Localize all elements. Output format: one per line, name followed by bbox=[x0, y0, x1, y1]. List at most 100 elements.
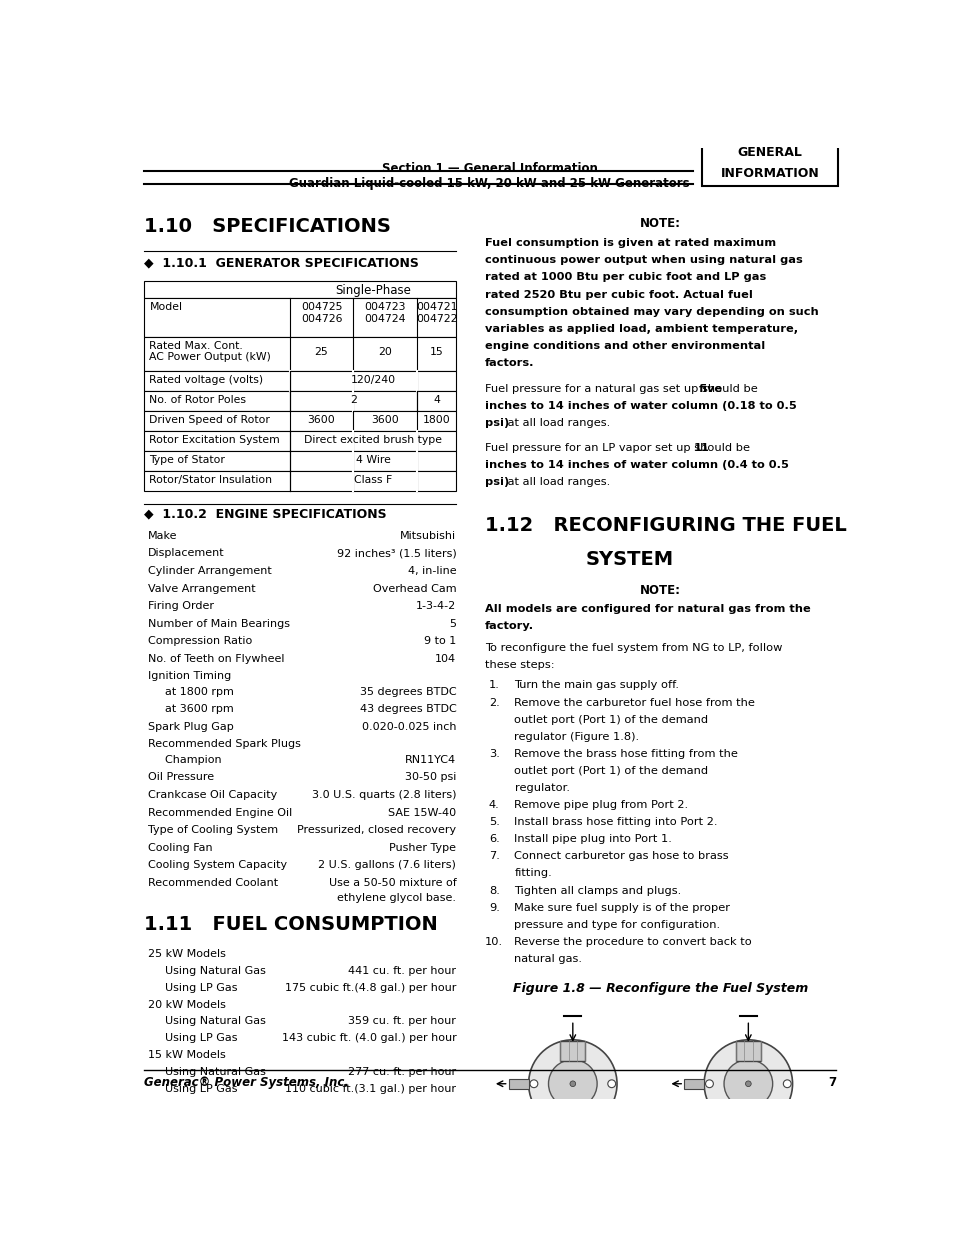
Text: Cooling System Capacity: Cooling System Capacity bbox=[148, 861, 287, 871]
Bar bbox=[144, 282, 456, 299]
Bar bbox=[144, 431, 456, 451]
Text: Class F: Class F bbox=[354, 474, 392, 484]
Text: consumption obtained may vary depending on such: consumption obtained may vary depending … bbox=[484, 306, 818, 316]
Circle shape bbox=[548, 1060, 597, 1108]
Text: NOTE:: NOTE: bbox=[639, 216, 680, 230]
Text: 9 to 1: 9 to 1 bbox=[424, 636, 456, 646]
Text: 3.0 U.S. quarts (2.8 liters): 3.0 U.S. quarts (2.8 liters) bbox=[312, 790, 456, 800]
Text: Rotor Excitation System: Rotor Excitation System bbox=[150, 435, 280, 445]
Text: 30-50 psi: 30-50 psi bbox=[405, 772, 456, 783]
Text: 43 degrees BTDC: 43 degrees BTDC bbox=[359, 704, 456, 714]
Text: All models are configured for natural gas from the: All models are configured for natural ga… bbox=[484, 604, 810, 614]
Text: Type of Cooling System: Type of Cooling System bbox=[148, 825, 277, 835]
Circle shape bbox=[703, 1040, 792, 1128]
Bar bbox=[144, 390, 456, 411]
Text: Single-Phase: Single-Phase bbox=[335, 284, 411, 298]
Text: Using LP Gas: Using LP Gas bbox=[158, 1034, 237, 1044]
Text: 0.020-0.025 inch: 0.020-0.025 inch bbox=[361, 722, 456, 732]
Text: ◆  1.10.2  ENGINE SPECIFICATIONS: ◆ 1.10.2 ENGINE SPECIFICATIONS bbox=[144, 508, 386, 521]
Text: Rotor/Stator Insulation: Rotor/Stator Insulation bbox=[150, 474, 273, 484]
Text: Mitsubishi: Mitsubishi bbox=[400, 531, 456, 541]
Text: Install brass hose fitting into Port 2.: Install brass hose fitting into Port 2. bbox=[514, 818, 718, 827]
Text: 35 degrees BTDC: 35 degrees BTDC bbox=[359, 687, 456, 697]
Text: Cylinder Arrangement: Cylinder Arrangement bbox=[148, 566, 272, 576]
Text: Using Natural Gas: Using Natural Gas bbox=[158, 1067, 266, 1077]
Circle shape bbox=[530, 1079, 537, 1088]
Text: Connect carburetor gas hose to brass: Connect carburetor gas hose to brass bbox=[514, 851, 728, 861]
Circle shape bbox=[782, 1079, 790, 1088]
Text: 25 kW Models: 25 kW Models bbox=[148, 948, 226, 958]
Bar bbox=[484, 1005, 835, 1174]
Circle shape bbox=[607, 1079, 615, 1088]
Text: 1.10   SPECIFICATIONS: 1.10 SPECIFICATIONS bbox=[144, 216, 391, 236]
Text: 7: 7 bbox=[827, 1076, 835, 1089]
Text: SAE 15W-40: SAE 15W-40 bbox=[388, 808, 456, 818]
Text: 1.12   RECONFIGURING THE FUEL: 1.12 RECONFIGURING THE FUEL bbox=[484, 516, 846, 535]
Text: Using LP Gas: Using LP Gas bbox=[158, 983, 237, 993]
Text: 3.: 3. bbox=[488, 748, 499, 758]
Text: Fuel pressure for a natural gas set up should be: Fuel pressure for a natural gas set up s… bbox=[484, 384, 760, 394]
Text: No. of Teeth on Flywheel: No. of Teeth on Flywheel bbox=[148, 653, 284, 663]
Circle shape bbox=[569, 1081, 575, 1087]
Text: engine conditions and other environmental: engine conditions and other environmenta… bbox=[484, 341, 764, 351]
Circle shape bbox=[744, 1081, 750, 1087]
Text: five: five bbox=[699, 384, 722, 394]
Text: Make: Make bbox=[148, 531, 177, 541]
Text: Figure 1.8 — Reconfigure the Fuel System: Figure 1.8 — Reconfigure the Fuel System bbox=[513, 982, 807, 995]
Text: Turn the main gas supply off.: Turn the main gas supply off. bbox=[514, 680, 679, 690]
Text: Remove the brass hose fitting from the: Remove the brass hose fitting from the bbox=[514, 748, 738, 758]
Text: Tighten all clamps and plugs.: Tighten all clamps and plugs. bbox=[514, 885, 681, 895]
Text: Cooling Fan: Cooling Fan bbox=[148, 842, 213, 852]
Text: 20: 20 bbox=[377, 347, 392, 357]
Text: 004723
004724: 004723 004724 bbox=[364, 303, 405, 324]
Text: 5.: 5. bbox=[488, 818, 499, 827]
Text: Pressurized, closed recovery: Pressurized, closed recovery bbox=[297, 825, 456, 835]
Text: outlet port (Port 1) of the demand: outlet port (Port 1) of the demand bbox=[514, 766, 708, 776]
Text: Using Natural Gas: Using Natural Gas bbox=[158, 966, 266, 976]
Text: Rated voltage (volts): Rated voltage (volts) bbox=[150, 374, 263, 384]
Text: 175 cubic ft.(4.8 gal.) per hour: 175 cubic ft.(4.8 gal.) per hour bbox=[285, 983, 456, 993]
Text: these steps:: these steps: bbox=[484, 659, 554, 669]
Text: at all load ranges.: at all load ranges. bbox=[503, 478, 610, 488]
Text: regulator.: regulator. bbox=[514, 783, 569, 793]
Circle shape bbox=[743, 1041, 752, 1049]
Text: Using Natural Gas: Using Natural Gas bbox=[158, 1016, 266, 1026]
Text: 2.: 2. bbox=[488, 698, 499, 708]
Text: To reconfigure the fuel system from NG to LP, follow: To reconfigure the fuel system from NG t… bbox=[484, 642, 781, 652]
Bar bbox=[144, 299, 456, 337]
Text: 2: 2 bbox=[350, 395, 356, 405]
Circle shape bbox=[568, 1119, 577, 1126]
Bar bbox=[144, 471, 456, 490]
Text: 4: 4 bbox=[433, 395, 439, 405]
Text: Type of Stator: Type of Stator bbox=[150, 454, 225, 464]
Text: Pusher Type: Pusher Type bbox=[389, 842, 456, 852]
Text: factors.: factors. bbox=[484, 358, 534, 368]
Text: Recommended Spark Plugs: Recommended Spark Plugs bbox=[148, 740, 300, 750]
Text: ethylene glycol base.: ethylene glycol base. bbox=[337, 893, 456, 903]
Text: 2 U.S. gallons (7.6 liters): 2 U.S. gallons (7.6 liters) bbox=[318, 861, 456, 871]
Text: 20 kW Models: 20 kW Models bbox=[148, 999, 226, 1009]
Text: at 1800 rpm: at 1800 rpm bbox=[158, 687, 233, 697]
Text: 3600: 3600 bbox=[371, 415, 398, 425]
Text: 15: 15 bbox=[429, 347, 443, 357]
Text: Recommended Engine Oil: Recommended Engine Oil bbox=[148, 808, 292, 818]
Text: Spark Plug Gap: Spark Plug Gap bbox=[148, 722, 233, 732]
Bar bbox=[701, 138, 837, 186]
Text: 92 inches³ (1.5 liters): 92 inches³ (1.5 liters) bbox=[336, 548, 456, 558]
Text: psi): psi) bbox=[484, 478, 509, 488]
Text: Reverse the procedure to convert back to: Reverse the procedure to convert back to bbox=[514, 937, 752, 947]
Text: 120/240: 120/240 bbox=[350, 374, 395, 384]
Text: 6.: 6. bbox=[488, 835, 499, 845]
Text: 1-3-4-2: 1-3-4-2 bbox=[416, 601, 456, 611]
Text: SYSTEM: SYSTEM bbox=[585, 550, 673, 569]
Text: Driven Speed of Rotor: Driven Speed of Rotor bbox=[150, 415, 270, 425]
Text: Displacement: Displacement bbox=[148, 548, 224, 558]
Text: Remove pipe plug from Port 2.: Remove pipe plug from Port 2. bbox=[514, 800, 688, 810]
Text: Oil Pressure: Oil Pressure bbox=[148, 772, 213, 783]
Text: ◆  1.10.1  GENERATOR SPECIFICATIONS: ◆ 1.10.1 GENERATOR SPECIFICATIONS bbox=[144, 257, 418, 269]
Text: 7.: 7. bbox=[488, 851, 499, 861]
Text: natural gas.: natural gas. bbox=[514, 953, 582, 965]
Text: Section 1 — General Information: Section 1 — General Information bbox=[381, 162, 597, 175]
Text: outlet port (Port 1) of the demand: outlet port (Port 1) of the demand bbox=[514, 715, 708, 725]
Circle shape bbox=[528, 1040, 617, 1128]
